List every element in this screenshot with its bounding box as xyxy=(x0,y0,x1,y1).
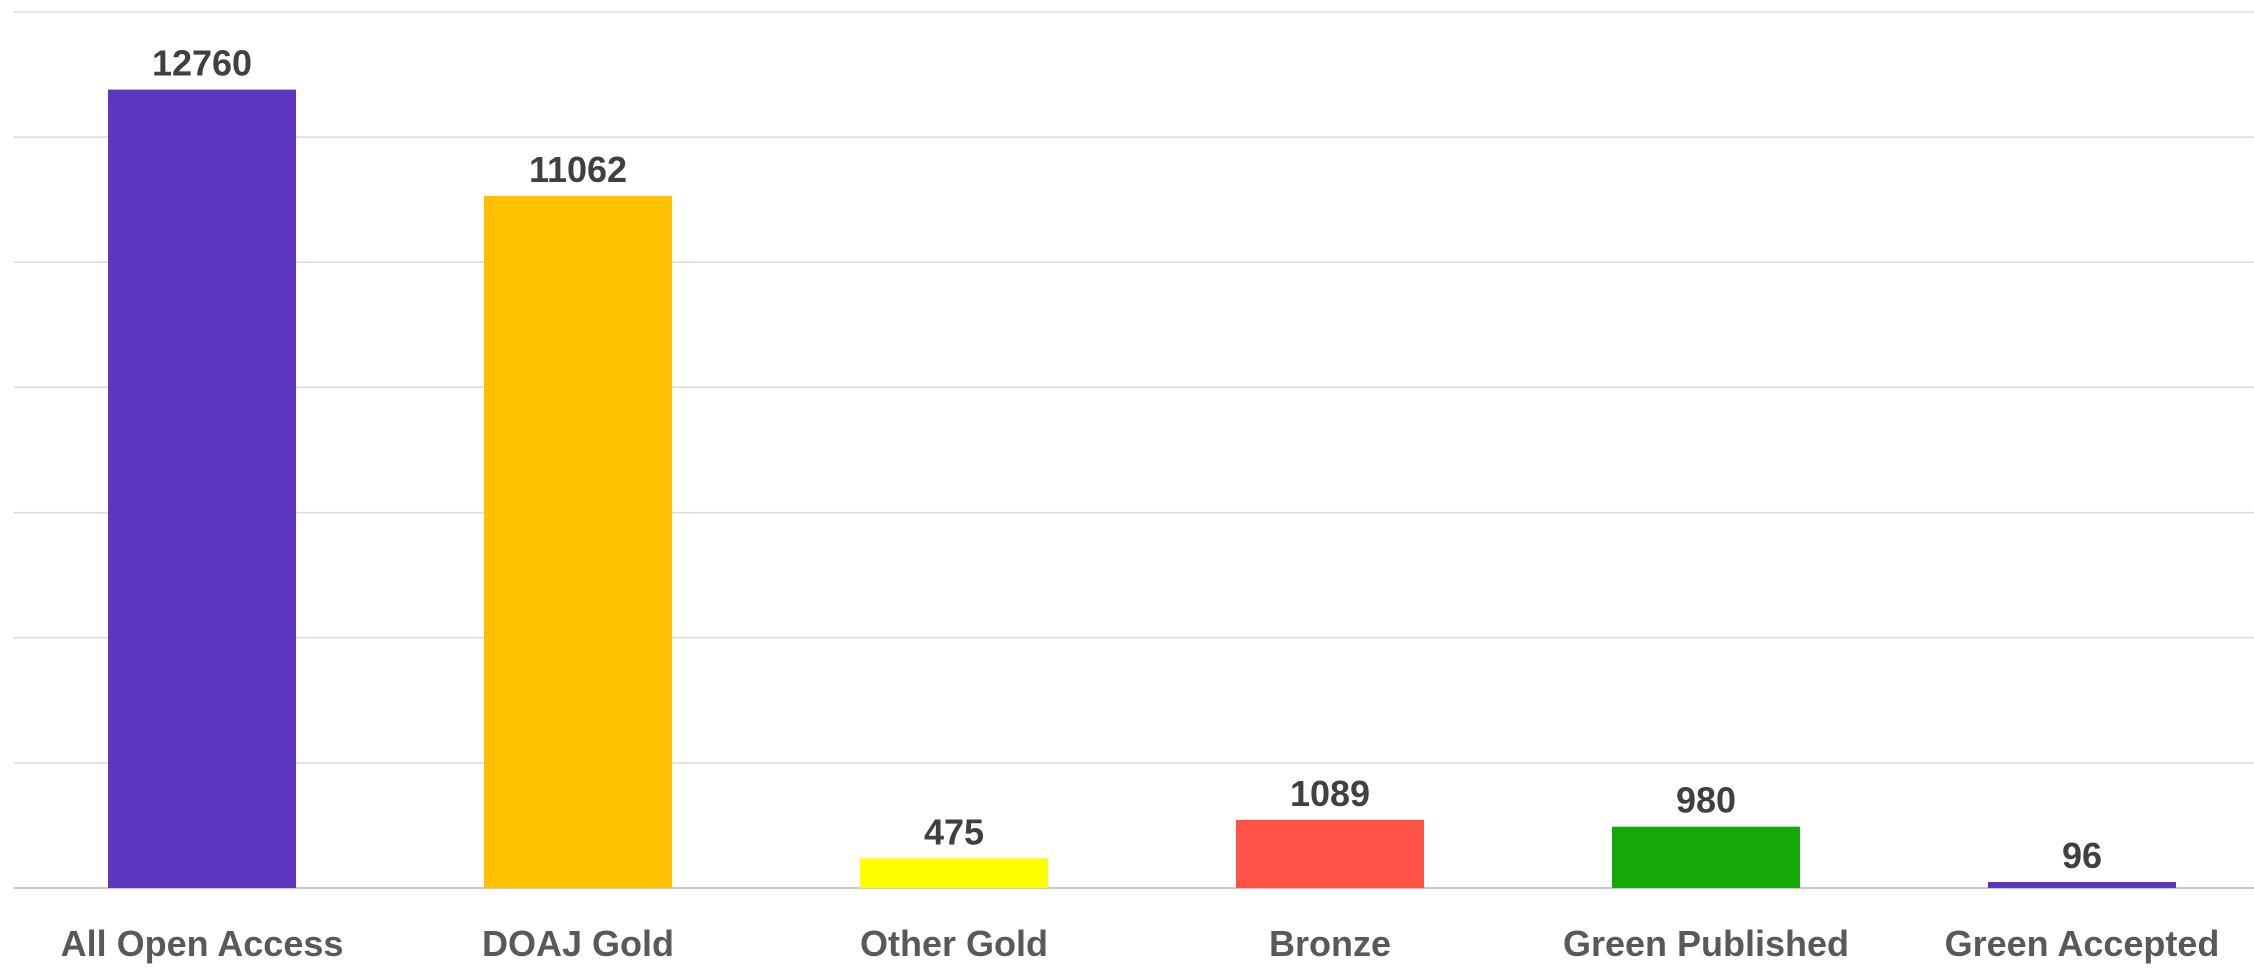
category-labels: All Open Access DOAJ Gold Other Gold Bronze… xyxy=(61,923,2220,964)
data-label: 11062 xyxy=(529,149,627,190)
data-label: 96 xyxy=(2062,835,2102,876)
data-label: 475 xyxy=(924,811,984,852)
bar xyxy=(1988,881,2176,888)
data-label: 980 xyxy=(1676,780,1736,821)
bar xyxy=(484,195,672,889)
category-label: All Open Access xyxy=(61,923,344,964)
category-label: DOAJ Gold xyxy=(482,923,674,964)
bar xyxy=(1236,819,1424,888)
bar xyxy=(1612,826,1800,888)
category-label: Bronze xyxy=(1269,923,1391,964)
data-labels: 12760 11062 475 1089 980 96 xyxy=(152,43,2102,876)
data-label: 12760 xyxy=(152,43,252,84)
bar xyxy=(860,858,1048,888)
data-label: 1089 xyxy=(1290,773,1370,814)
gridlines xyxy=(14,11,2254,889)
category-label: Other Gold xyxy=(860,923,1048,964)
bar xyxy=(108,89,296,889)
bars xyxy=(108,89,2176,889)
category-label: Green Accepted xyxy=(1945,923,2220,964)
category-label: Green Published xyxy=(1563,923,1849,964)
